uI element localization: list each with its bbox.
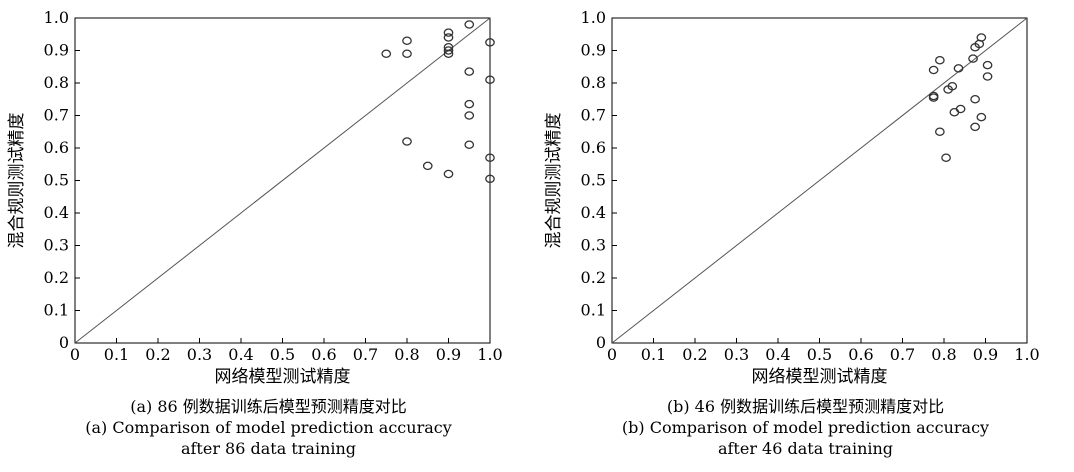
data-point	[443, 49, 454, 59]
y-tick-label: 0.7	[44, 106, 69, 125]
y-tick-label: 1.0	[44, 8, 69, 27]
y-tick-label: 0.5	[44, 171, 69, 190]
caption-en-line2-b: after 46 data training	[717, 439, 894, 458]
data-point	[976, 112, 987, 122]
y-axis-label: 混合规则测试精度	[7, 113, 27, 249]
data-point	[982, 72, 993, 81]
x-axis-label: 网络模型测试精度	[752, 367, 888, 387]
y-tick-label: 0.2	[44, 268, 69, 287]
x-tick-label: 0.5	[270, 345, 295, 364]
caption-cn-a: (a) 86 例数据训练后模型预测精度对比	[130, 397, 407, 416]
data-point	[947, 82, 958, 91]
data-point	[443, 33, 454, 42]
data-point	[970, 122, 980, 132]
y-tick-label: 0.1	[581, 301, 606, 320]
data-point	[464, 99, 475, 109]
data-point	[443, 169, 454, 179]
y-tick-label: 0.3	[44, 236, 69, 255]
y-axis-label: 混合规则测试精度	[544, 113, 564, 249]
x-tick-label: 0.1	[641, 345, 666, 364]
y-tick-label: 0.7	[581, 106, 606, 125]
data-point	[485, 174, 495, 184]
data-point	[464, 67, 475, 76]
y-tick-label: 0	[59, 333, 69, 352]
data-point	[443, 28, 454, 37]
x-tick-label: 0.6	[311, 345, 336, 364]
y-tick-label: 0.4	[581, 203, 606, 222]
caption-en-line2-a: after 86 data training	[180, 439, 357, 458]
data-point	[402, 49, 412, 59]
data-point	[402, 36, 412, 46]
data-point	[928, 93, 939, 102]
x-tick-label: 0	[607, 345, 617, 364]
data-point	[485, 153, 495, 162]
caption-en-line1-b: (b) Comparison of model prediction accur…	[621, 418, 990, 437]
x-tick-label: 0.8	[394, 345, 419, 364]
x-tick-label: 0.8	[931, 345, 956, 364]
data-point	[464, 111, 475, 120]
data-point	[970, 95, 980, 104]
x-tick-label: 0.7	[353, 345, 378, 364]
data-point	[464, 140, 475, 149]
reference-line	[611, 17, 1028, 344]
x-tick-label: 0.2	[682, 345, 707, 364]
y-tick-label: 0.3	[581, 236, 606, 255]
y-tick-label: 0.9	[581, 41, 606, 60]
data-point	[953, 64, 964, 73]
x-tick-label: 0	[70, 345, 80, 364]
x-tick-label: 0.4	[228, 345, 253, 364]
x-tick-label: 0.9	[973, 345, 998, 364]
scatter-chart-b: 0 0.1 0.2 0.3 0.4 0.5 0.6 0.7 0.8 0.9 1.0 0 0.1 0.2 0.…	[544, 8, 1040, 387]
y-tick-label: 0.6	[581, 138, 606, 157]
y-tick-label: 0.8	[44, 73, 69, 92]
data-point	[402, 137, 412, 146]
data-point	[934, 56, 945, 65]
x-tick-label: 0.9	[436, 345, 461, 364]
data-point	[941, 153, 951, 162]
data-point	[443, 46, 454, 55]
data-point	[955, 104, 966, 114]
x-tick-label: 0.3	[724, 345, 749, 364]
data-point	[485, 75, 495, 85]
y-tick-label: 0.5	[581, 171, 606, 190]
x-tick-label: 1.0	[1014, 345, 1039, 364]
data-point	[982, 60, 993, 70]
x-axis-label: 网络模型测试精度	[215, 367, 351, 387]
scatter-chart-a: 0 0.1 0.2 0.3 0.4 0.5 0.6 0.7 0.8 0.9 1.0 0 0.1 0.2 0.…	[7, 8, 503, 387]
data-point	[464, 20, 475, 29]
data-point	[976, 33, 987, 42]
caption-cn-b: (b) 46 例数据训练后模型预测精度对比	[666, 397, 945, 416]
y-tick-label: 0.4	[44, 203, 69, 222]
data-point	[443, 43, 454, 52]
caption-en-line1-a: (a) Comparison of model prediction accur…	[85, 418, 452, 437]
x-tick-label: 0.5	[807, 345, 832, 364]
data-point	[381, 49, 392, 59]
data-point	[485, 38, 495, 47]
y-tick-label: 0.2	[581, 268, 606, 287]
x-tick-label: 0.2	[145, 345, 170, 364]
y-tick-label: 0	[596, 333, 606, 352]
data-point	[934, 127, 945, 136]
data-point	[422, 161, 433, 171]
data-point	[968, 54, 978, 63]
x-tick-label: 0.1	[104, 345, 129, 364]
reference-line	[74, 17, 491, 344]
x-tick-label: 0.3	[187, 345, 212, 364]
chart-panel-a: 0 0.1 0.2 0.3 0.4 0.5 0.6 0.7 0.8 0.9 1.0 0 0.1 0.2 0.…	[7, 8, 503, 458]
data-point	[949, 108, 960, 117]
x-tick-label: 0.4	[765, 345, 790, 364]
x-tick-label: 0.7	[890, 345, 915, 364]
data-point	[928, 65, 939, 75]
y-tick-label: 0.6	[44, 138, 69, 157]
x-tick-label: 1.0	[477, 345, 502, 364]
x-tick-label: 0.6	[848, 345, 873, 364]
y-tick-label: 0.1	[44, 301, 69, 320]
chart-panel-b: 0 0.1 0.2 0.3 0.4 0.5 0.6 0.7 0.8 0.9 1.0 0 0.1 0.2 0.…	[537, 0, 1074, 472]
y-tick-label: 0.9	[44, 41, 69, 60]
y-tick-label: 1.0	[581, 8, 606, 27]
y-tick-label: 0.8	[581, 73, 606, 92]
